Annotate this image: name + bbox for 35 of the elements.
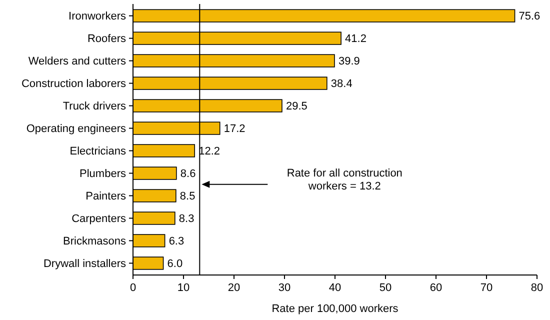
x-tick-label: 50: [379, 282, 392, 294]
data-label: 17.2: [224, 123, 246, 136]
x-tick-label: 80: [530, 282, 544, 294]
x-tick-label: 60: [430, 282, 442, 294]
x-axis-title: Rate per 100,000 workers: [272, 303, 399, 315]
x-tick-label: 30: [278, 282, 291, 294]
data-label: 8.6: [180, 168, 196, 180]
data-label: 29.5: [286, 100, 308, 113]
y-tick-label: Plumbers: [80, 168, 126, 180]
y-tick-label: Ironworkers: [68, 10, 126, 23]
y-tick-label: Brickmasons: [63, 236, 126, 248]
data-label: 39.9: [338, 56, 360, 68]
y-tick-label: Operating engineers: [26, 123, 126, 136]
y-tick-label: Welders and cutters: [28, 56, 126, 68]
y-tick-label: Carpenters: [72, 213, 126, 226]
y-tick-label: Roofers: [87, 33, 126, 46]
data-label: 8.3: [178, 213, 194, 226]
y-tick-label: Construction laborers: [21, 78, 126, 90]
data-label: 38.4: [330, 78, 352, 90]
data-label: 41.2: [345, 33, 366, 46]
x-tick-label: 0: [130, 282, 136, 294]
x-tick-label: 10: [177, 282, 190, 294]
ref-line-label: Rate for all construction workers = 13.2: [286, 167, 402, 192]
data-label: 6.0: [167, 258, 183, 270]
x-tick-label: 70: [480, 282, 493, 294]
y-tick-label: Drywall installers: [43, 258, 126, 270]
y-tick-label: Electricians: [70, 146, 126, 158]
data-label: 8.5: [180, 190, 196, 203]
y-tick-label: Truck drivers: [62, 100, 126, 113]
x-tick-label: 20: [228, 282, 240, 294]
x-tick-label: 40: [328, 282, 342, 294]
data-label: 12.2: [198, 146, 220, 158]
y-tick-label: Painters: [86, 190, 126, 203]
data-label: 6.3: [168, 236, 184, 248]
data-label: 75.6: [518, 10, 540, 23]
